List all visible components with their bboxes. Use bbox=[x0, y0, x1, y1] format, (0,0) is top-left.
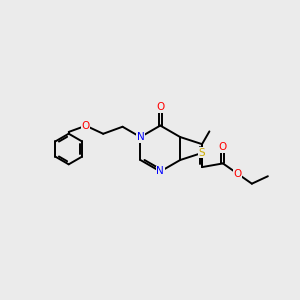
Text: S: S bbox=[199, 148, 206, 158]
Text: N: N bbox=[156, 167, 164, 176]
Text: N: N bbox=[136, 132, 144, 142]
Text: O: O bbox=[233, 169, 242, 178]
Text: O: O bbox=[156, 102, 164, 112]
Text: O: O bbox=[82, 121, 90, 131]
Text: O: O bbox=[219, 142, 227, 152]
